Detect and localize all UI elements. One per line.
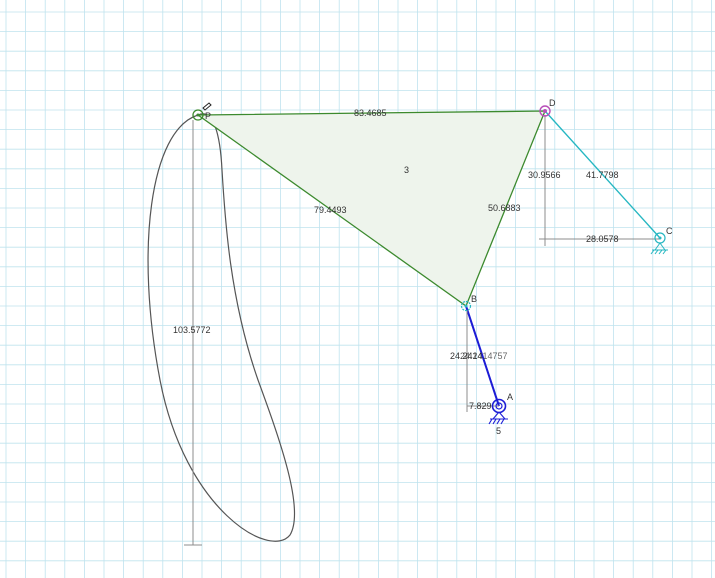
point-label-p: P <box>205 111 211 121</box>
ground-pivot-a[interactable]: A 5 <box>488 392 513 436</box>
ground-pivot-c[interactable]: C <box>650 226 673 255</box>
dim-a-horizontal: 7.829 <box>469 401 492 411</box>
crank-label: 5 <box>496 426 501 436</box>
ground-icon <box>650 242 668 255</box>
dim-pb: 79.4493 <box>314 205 347 215</box>
dim-d-vertical: 30.9566 <box>528 170 561 180</box>
crank-link-ab[interactable] <box>465 305 500 407</box>
coupler-link-3[interactable] <box>196 110 546 308</box>
pen-icon <box>202 102 212 111</box>
rocker-link-dc[interactable] <box>544 110 661 239</box>
point-label-b: B <box>471 294 477 304</box>
point-label-a: A <box>507 392 513 402</box>
coupler-curve <box>147 113 296 542</box>
dim-pd: 83.4685 <box>354 108 387 118</box>
dim-bd: 50.6883 <box>488 203 521 213</box>
dim-dc: 41.7798 <box>586 170 619 180</box>
dim-c-horizontal: 28.0578 <box>586 234 619 244</box>
dim-p-vertical: 103.5772 <box>173 325 211 335</box>
joint-b[interactable]: B <box>460 294 478 312</box>
point-label-d: D <box>549 98 556 108</box>
point-label-c: C <box>666 226 673 236</box>
ground-icon <box>488 411 508 425</box>
dim-ab: 24.2414 <box>450 351 483 361</box>
dimension-lines <box>184 115 660 546</box>
joint-d[interactable]: D <box>539 98 556 117</box>
joint-p[interactable]: P <box>192 102 212 121</box>
dim-b-vertical: 24.2414757 <box>460 351 508 361</box>
coupler-label: 3 <box>404 165 409 175</box>
